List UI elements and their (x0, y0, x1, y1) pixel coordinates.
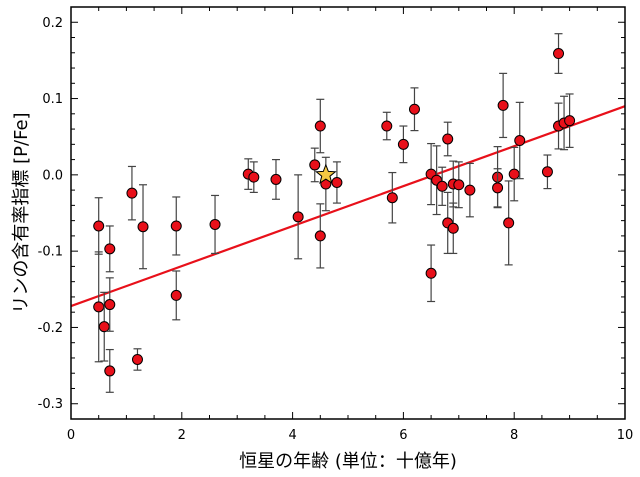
data-point (408, 87, 420, 132)
point-marker (464, 184, 476, 196)
x-tick-label: 8 (510, 428, 518, 443)
point-marker (436, 180, 448, 192)
x-tick-label: 2 (178, 428, 186, 443)
point-marker (137, 221, 149, 233)
data-point (453, 161, 465, 209)
point-marker (93, 220, 105, 232)
point-marker (314, 120, 326, 132)
data-point (131, 348, 143, 371)
point-marker (104, 243, 116, 255)
x-tick-label: 10 (617, 428, 634, 443)
data-point (126, 165, 138, 221)
data-point (442, 121, 454, 157)
data-point (508, 146, 520, 202)
point-marker (209, 218, 221, 230)
data-point (314, 203, 326, 269)
axis-tick-labels: 0 2 4 6 8 10 -0.3 -0.2 -0.1 0.0 0.1 0.2 (38, 16, 634, 443)
data-point (248, 161, 260, 193)
y-tick-label: 0.0 (42, 168, 63, 183)
data-point (292, 174, 304, 260)
x-tick-label: 6 (399, 428, 407, 443)
y-tick-label: -0.1 (38, 245, 63, 260)
data-point (386, 171, 398, 224)
data-point (497, 72, 509, 139)
data-point (442, 191, 454, 255)
point-marker (93, 301, 105, 313)
point-marker (126, 187, 138, 199)
point-marker (397, 138, 409, 150)
point-marker (386, 192, 398, 204)
data-point (425, 142, 437, 206)
point-marker (564, 115, 576, 127)
point-marker (170, 289, 182, 301)
data-point (309, 147, 321, 183)
point-marker (131, 353, 143, 365)
point-marker (292, 211, 304, 223)
y-tick-label: 0.2 (42, 16, 63, 31)
point-marker (442, 133, 454, 145)
y-tick-label: 0.1 (42, 92, 63, 107)
data-point (170, 196, 182, 256)
point-marker (331, 176, 343, 188)
data-point (541, 154, 553, 190)
point-marker (104, 299, 116, 311)
axis-ticks (70, 6, 626, 420)
data-point (314, 98, 326, 154)
point-marker (453, 179, 465, 191)
data-point (98, 291, 110, 362)
data-point (93, 197, 105, 255)
data-point (425, 244, 437, 303)
data-point (209, 194, 221, 255)
plot-frame (70, 6, 626, 420)
data-point (492, 168, 504, 208)
data-point (104, 277, 116, 332)
x-axis-title: 恒星の年齢 (単位：十億年) (239, 451, 457, 472)
point-marker (314, 230, 326, 242)
data-point (397, 125, 409, 164)
point-marker (270, 173, 282, 185)
y-tick-label: -0.3 (38, 397, 63, 412)
point-marker (492, 182, 504, 194)
sun-star-marker (315, 163, 337, 185)
point-marker (497, 99, 509, 111)
y-axis-title: リンの含有率指標 [P/Fe] (11, 112, 32, 313)
point-marker (553, 48, 565, 60)
point-marker (514, 135, 526, 147)
point-marker (408, 103, 420, 115)
x-tick-label: 4 (288, 428, 296, 443)
data-point (564, 93, 576, 148)
point-marker (104, 365, 116, 377)
point-marker (508, 168, 520, 180)
data-point (104, 225, 116, 273)
point-marker (170, 220, 182, 232)
data-point (93, 251, 105, 363)
data-point (381, 111, 393, 141)
point-marker (541, 166, 553, 178)
data-point (242, 158, 254, 190)
data-point (447, 202, 459, 255)
data-point (464, 162, 476, 218)
data-point (331, 161, 343, 204)
data-point (104, 348, 116, 393)
data-point (514, 101, 526, 180)
point-marker (503, 217, 515, 229)
point-marker (309, 159, 321, 171)
data-point (553, 33, 565, 74)
point-marker (447, 222, 459, 234)
x-tick-label: 0 (67, 428, 75, 443)
regression-line (70, 105, 626, 308)
data-point (436, 166, 448, 206)
point-marker (425, 267, 437, 279)
data-point (503, 180, 515, 266)
data-point (270, 158, 282, 200)
y-tick-label: -0.2 (38, 321, 63, 336)
data-points (93, 33, 576, 393)
data-point (170, 270, 182, 321)
data-point (137, 184, 149, 270)
point-marker (98, 321, 110, 333)
point-marker (381, 120, 393, 132)
point-marker (248, 171, 260, 183)
